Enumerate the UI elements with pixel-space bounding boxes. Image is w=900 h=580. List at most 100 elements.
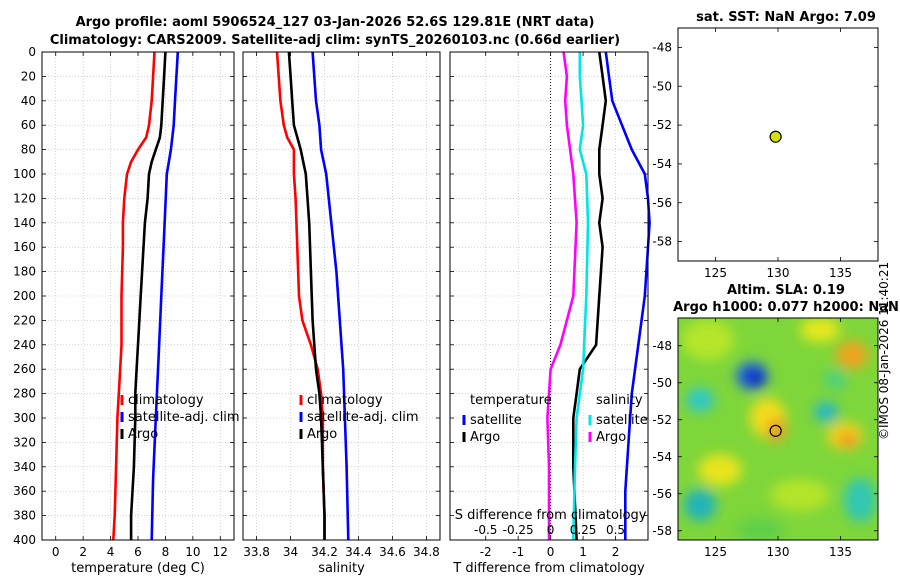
x-tick-label: 8 [162, 545, 170, 559]
axes-box [449, 51, 649, 541]
figure-title-line2: Climatology: CARS2009. Satellite-adj cli… [49, 33, 621, 48]
legend-label: Argo [596, 430, 626, 445]
sla-blob [823, 370, 847, 390]
series-line [604, 51, 651, 540]
map-y-tick-label: -48 [652, 339, 672, 353]
top-axis-tick-label: -0.5 [474, 523, 497, 537]
map-x-tick-label: 135 [829, 266, 852, 280]
sla-map-title-2: Argo h1000: 0.077 h2000: NaN [673, 300, 899, 315]
y-tick-label: 400 [13, 533, 36, 547]
map-y-tick-label: -52 [652, 413, 672, 427]
map-x-tick-label: 125 [704, 545, 727, 559]
x-tick-label: 12 [213, 545, 228, 559]
map-y-tick-label: -58 [652, 524, 672, 538]
legend-label: climatology [307, 393, 383, 408]
argo-position-marker [769, 424, 782, 437]
x-tick-label: -2 [480, 545, 492, 559]
sla-map-title-1: Altim. SLA: 0.19 [727, 283, 845, 298]
y-tick-label: 260 [13, 362, 36, 376]
argo-position-marker [769, 130, 782, 143]
map-x-tick-label: 130 [767, 266, 790, 280]
sla-blob [814, 402, 838, 422]
series-line [311, 51, 350, 541]
legend-label: Argo [128, 427, 158, 442]
y-tick-label: 360 [13, 484, 36, 498]
y-tick-label: 280 [13, 387, 36, 401]
sla-blob [800, 318, 840, 342]
legend-title: salinity [596, 393, 643, 408]
y-tick-label: 0 [28, 45, 36, 59]
sla-blob [736, 518, 784, 540]
y-tick-label: 160 [13, 240, 36, 254]
y-tick-label: 220 [13, 313, 36, 327]
series-line [287, 51, 326, 540]
map-y-tick-label: -52 [652, 118, 672, 132]
map-y-tick-label: -50 [652, 79, 672, 93]
sla-heatmap [678, 318, 878, 540]
y-tick-label: 320 [13, 435, 36, 449]
map-y-tick-label: -58 [652, 235, 672, 249]
sla-blob [747, 370, 765, 386]
series-line [571, 51, 608, 541]
top-axis-tick-label: -0.25 [503, 523, 534, 537]
x-tick-label: -1 [512, 545, 524, 559]
series-line [275, 51, 326, 540]
y-tick-label: 200 [13, 289, 36, 303]
x-tick-label: 34.6 [379, 545, 406, 559]
x-tick-label: 34.8 [413, 545, 440, 559]
x-axis-label: temperature (deg C) [71, 561, 205, 576]
sla-blob [698, 454, 742, 486]
y-tick-label: 120 [13, 191, 36, 205]
sla-blob [844, 478, 876, 522]
map-x-tick-label: 125 [704, 266, 727, 280]
map-y-tick-label: -56 [652, 487, 672, 501]
x-tick-label: 0 [52, 545, 60, 559]
y-tick-label: 20 [21, 69, 36, 83]
series-line [572, 52, 590, 541]
y-tick-label: 100 [13, 167, 36, 181]
legend-label: satellite [596, 413, 648, 428]
top-axis-tick-label: 0.25 [570, 523, 597, 537]
series-line [150, 51, 180, 541]
map-y-tick-label: -54 [652, 450, 672, 464]
x-axis-label: T difference from climatology [452, 561, 645, 576]
y-tick-label: 300 [13, 411, 36, 425]
y-tick-label: 60 [21, 118, 36, 132]
legend-label: climatology [128, 393, 204, 408]
sla-blob [766, 418, 786, 442]
y-tick-label: 380 [13, 509, 36, 523]
map-x-tick-label: 130 [767, 545, 790, 559]
x-tick-label: 0 [547, 545, 555, 559]
x-tick-label: 10 [185, 545, 200, 559]
map-y-tick-label: -50 [652, 376, 672, 390]
axes-box [41, 51, 235, 541]
y-tick-label: 40 [21, 94, 36, 108]
legend-label: Argo [470, 430, 500, 445]
legend-label: satellite-adj. clim [307, 410, 419, 425]
top-axis-label: S difference from climatology [455, 508, 647, 523]
sla-blob [682, 320, 734, 360]
x-tick-label: 2 [79, 545, 87, 559]
x-tick-label: 34 [283, 545, 298, 559]
map-frame [677, 27, 879, 262]
map-y-tick-label: -48 [652, 40, 672, 54]
sla-blob [686, 388, 714, 412]
sst-map-title: sat. SST: NaN Argo: 7.09 [696, 10, 876, 25]
sla-blob [839, 433, 857, 447]
x-tick-label: 2 [612, 545, 620, 559]
series-line [129, 51, 167, 540]
sla-blob [770, 479, 830, 511]
series-line [546, 51, 578, 540]
map-y-tick-label: -54 [652, 157, 672, 171]
y-tick-label: 80 [21, 143, 36, 157]
top-axis-tick-label: 0.5 [606, 523, 625, 537]
x-axis-label: salinity [318, 561, 365, 576]
y-tick-label: 180 [13, 265, 36, 279]
map-y-tick-label: -56 [652, 196, 672, 210]
y-tick-label: 140 [13, 216, 36, 230]
map-x-tick-label: 135 [829, 545, 852, 559]
legend-label: satellite-adj. clim [128, 410, 240, 425]
legend-label: Argo [307, 427, 337, 442]
